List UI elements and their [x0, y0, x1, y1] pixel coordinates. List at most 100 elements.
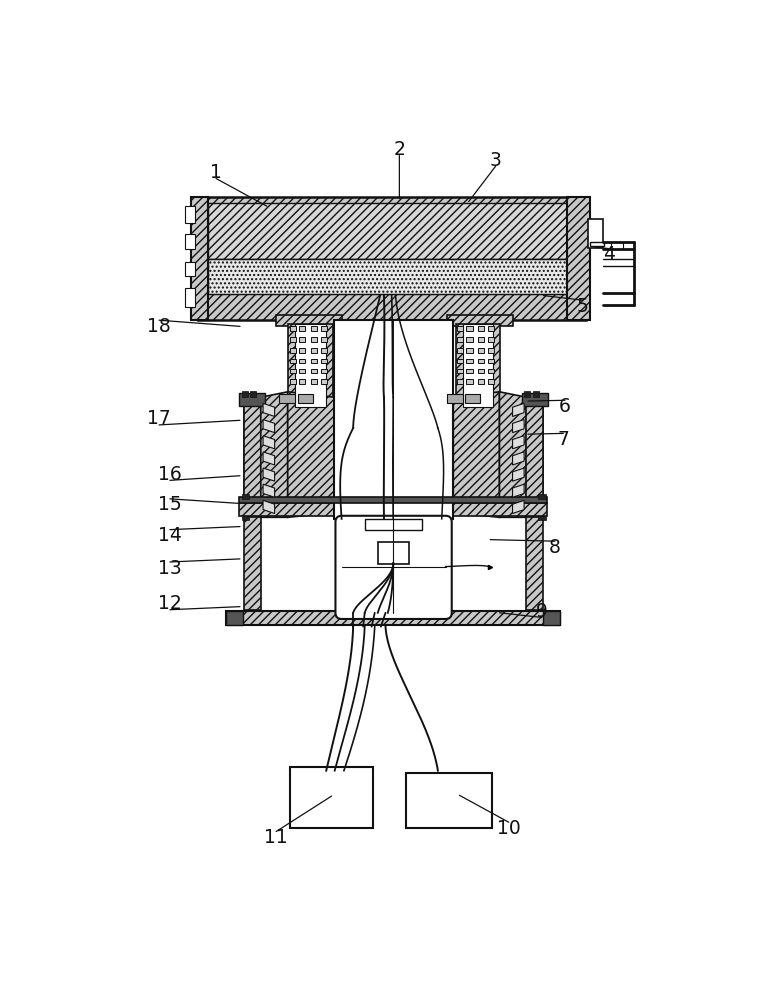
Bar [279, 394, 294, 403]
Text: 17: 17 [148, 409, 171, 428]
Bar [488, 359, 494, 363]
Polygon shape [263, 420, 274, 433]
Bar [290, 348, 296, 353]
Bar [185, 288, 194, 307]
Bar [311, 379, 317, 384]
Bar [298, 394, 313, 403]
Text: 3: 3 [490, 151, 502, 170]
Bar [406, 773, 492, 828]
Bar [364, 519, 423, 530]
Bar [478, 326, 484, 331]
Text: 11: 11 [264, 828, 288, 847]
Polygon shape [513, 420, 524, 433]
Text: 1: 1 [210, 163, 222, 182]
Bar [466, 326, 472, 331]
Bar [478, 348, 484, 353]
Bar [311, 369, 317, 373]
Bar [290, 359, 296, 363]
Bar [290, 337, 296, 342]
Bar [242, 516, 249, 520]
Bar [239, 497, 547, 503]
Bar [197, 197, 587, 320]
Bar [532, 391, 538, 397]
Bar [488, 326, 494, 331]
Bar [466, 348, 472, 353]
Bar [239, 503, 547, 516]
Bar [299, 359, 305, 363]
Bar [299, 326, 305, 331]
Bar [290, 379, 296, 384]
Bar [321, 337, 327, 342]
Bar [462, 324, 493, 407]
Bar [311, 348, 317, 353]
Polygon shape [263, 500, 274, 513]
Bar [447, 315, 513, 326]
Text: 2: 2 [393, 140, 406, 159]
Bar [185, 206, 194, 223]
Bar [185, 262, 194, 276]
Bar [295, 324, 326, 407]
Bar [299, 348, 305, 353]
Bar [543, 611, 560, 625]
Bar [321, 326, 327, 331]
Bar [311, 337, 317, 342]
Bar [208, 203, 570, 259]
Bar [239, 393, 266, 406]
Bar [488, 369, 494, 373]
Bar [242, 391, 248, 397]
Bar [447, 394, 462, 403]
Text: 5: 5 [577, 297, 588, 316]
Text: 14: 14 [158, 526, 182, 545]
Bar [290, 767, 373, 828]
Text: 16: 16 [158, 465, 182, 484]
Polygon shape [513, 403, 524, 416]
Bar [538, 516, 545, 520]
Bar [591, 242, 605, 246]
Bar [478, 359, 484, 363]
Bar [334, 320, 453, 519]
Bar [457, 359, 463, 363]
FancyBboxPatch shape [336, 516, 451, 619]
Bar [321, 379, 327, 384]
Polygon shape [513, 484, 524, 497]
Polygon shape [263, 403, 274, 416]
Text: 6: 6 [559, 397, 571, 416]
Bar [321, 359, 327, 363]
Bar [567, 197, 591, 320]
Text: 15: 15 [158, 495, 182, 514]
Polygon shape [263, 468, 274, 481]
Bar [311, 359, 317, 363]
Text: 10: 10 [497, 819, 521, 838]
Polygon shape [513, 468, 524, 481]
Bar [250, 391, 256, 397]
Bar [478, 369, 484, 373]
Bar [457, 337, 463, 342]
Bar [465, 394, 480, 403]
Bar [311, 326, 317, 331]
Bar [321, 348, 327, 353]
Polygon shape [513, 452, 524, 465]
Text: 12: 12 [158, 594, 182, 613]
Bar [478, 379, 484, 384]
Text: 4: 4 [603, 245, 615, 264]
Polygon shape [287, 392, 334, 517]
Bar [321, 369, 327, 373]
Bar [276, 315, 342, 326]
Polygon shape [261, 392, 287, 517]
Bar [527, 403, 543, 610]
Polygon shape [263, 436, 274, 449]
Bar [466, 337, 472, 342]
Bar [488, 379, 494, 384]
Bar [466, 379, 472, 384]
Bar [191, 197, 208, 320]
Bar [244, 403, 261, 610]
Text: 9: 9 [536, 602, 548, 621]
Text: 13: 13 [158, 559, 182, 578]
Bar [299, 379, 305, 384]
Bar [299, 369, 305, 373]
Bar [185, 234, 194, 249]
Text: 7: 7 [557, 430, 570, 449]
Bar [466, 369, 472, 373]
Bar [457, 348, 463, 353]
Polygon shape [263, 484, 274, 497]
